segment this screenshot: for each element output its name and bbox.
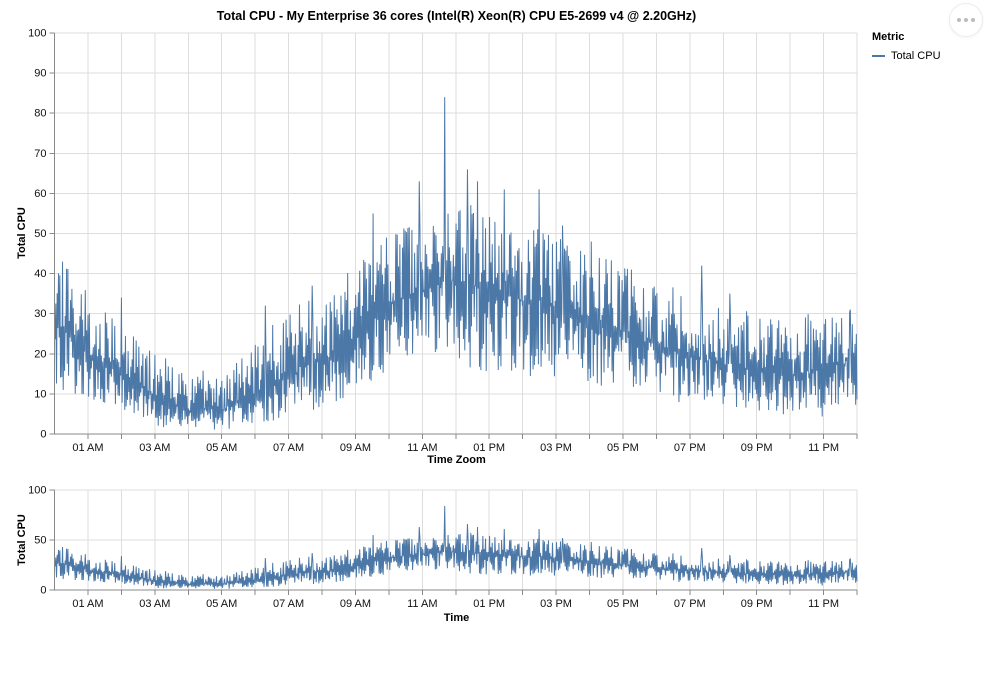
x-tick-label: 05 PM bbox=[607, 442, 639, 454]
x-tick-label: 07 AM bbox=[273, 442, 304, 454]
overview-brush-area[interactable] bbox=[55, 490, 858, 590]
y-tick-label: 60 bbox=[34, 188, 46, 200]
y-tick-label: 50 bbox=[34, 535, 46, 547]
y-tick-label: 50 bbox=[34, 228, 46, 240]
y-tick-label: 0 bbox=[40, 585, 46, 597]
main-x-axis-title: Time Zoom bbox=[427, 454, 486, 466]
x-tick-label: 09 PM bbox=[741, 598, 773, 610]
y-tick-label: 10 bbox=[34, 388, 46, 400]
main-y-axis-title: Total CPU bbox=[16, 207, 28, 259]
x-tick-label: 09 AM bbox=[340, 442, 371, 454]
x-tick-label: 05 AM bbox=[206, 598, 237, 610]
x-tick-label: 03 AM bbox=[139, 598, 170, 610]
legend-item-total-cpu[interactable]: Total CPU bbox=[872, 50, 941, 62]
x-tick-label: 09 PM bbox=[741, 442, 773, 454]
ellipsis-icon bbox=[957, 18, 975, 22]
x-tick-label: 01 PM bbox=[473, 598, 505, 610]
overview-y-axis-title: Total CPU bbox=[16, 514, 28, 566]
y-tick-label: 90 bbox=[34, 68, 46, 80]
y-tick-label: 0 bbox=[40, 429, 46, 441]
x-tick-label: 07 AM bbox=[273, 598, 304, 610]
overview-chart: 0 50 100 01 AM 03 AM 05 AM 07 AM 09 AM 11 AM 01 P… bbox=[28, 485, 858, 610]
x-tick-label: 03 PM bbox=[540, 598, 572, 610]
y-tick-label: 40 bbox=[34, 268, 46, 280]
main-chart-axes bbox=[49, 32, 858, 439]
legend-line-swatch-icon bbox=[872, 55, 885, 57]
charts-canvas: 0 10 20 30 40 50 60 70 80 90 100 01 AM 03 AM 05 AM 07 … bbox=[28, 28, 858, 610]
x-tick-label: 01 PM bbox=[473, 442, 505, 454]
legend: Metric Total CPU bbox=[872, 31, 941, 62]
main-chart-plot-area[interactable] bbox=[55, 33, 858, 434]
y-tick-label: 70 bbox=[34, 148, 46, 160]
x-tick-label: 05 PM bbox=[607, 598, 639, 610]
x-tick-label: 01 AM bbox=[72, 598, 103, 610]
x-tick-label: 11 AM bbox=[407, 598, 437, 610]
options-menu-button[interactable] bbox=[949, 3, 983, 37]
x-tick-label: 07 PM bbox=[674, 598, 706, 610]
x-tick-label: 07 PM bbox=[674, 442, 706, 454]
x-tick-label: 11 AM bbox=[407, 442, 437, 454]
overview-chart-axes bbox=[49, 489, 858, 595]
main-chart: 0 10 20 30 40 50 60 70 80 90 100 01 AM 03 AM 05 AM 07 … bbox=[28, 28, 858, 454]
overview-x-axis-title: Time bbox=[443, 612, 470, 624]
y-tick-label: 80 bbox=[34, 108, 46, 120]
x-tick-label: 05 AM bbox=[206, 442, 237, 454]
overview-chart-total-cpu-series-line bbox=[54, 505, 858, 589]
y-tick-label: 30 bbox=[34, 308, 46, 320]
legend-item-label: Total CPU bbox=[891, 50, 941, 62]
x-tick-label: 11 PM bbox=[808, 442, 839, 454]
x-tick-label: 11 PM bbox=[808, 598, 839, 610]
x-tick-label: 01 AM bbox=[72, 442, 103, 454]
x-tick-label: 09 AM bbox=[340, 598, 371, 610]
y-tick-label: 100 bbox=[28, 28, 46, 40]
y-tick-label: 100 bbox=[28, 485, 46, 497]
x-tick-label: 03 AM bbox=[139, 442, 170, 454]
y-tick-label: 20 bbox=[34, 348, 46, 360]
legend-title: Metric bbox=[872, 31, 905, 43]
chart-title: Total CPU - My Enterprise 36 cores (Inte… bbox=[216, 9, 697, 23]
main-chart-total-cpu-series-line bbox=[54, 97, 858, 430]
x-tick-label: 03 PM bbox=[540, 442, 572, 454]
